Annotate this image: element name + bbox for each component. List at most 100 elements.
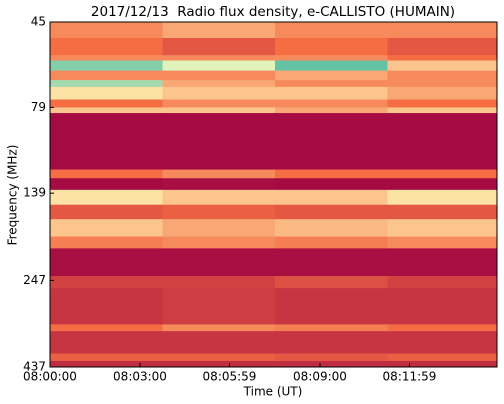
heatmap-cell: [275, 324, 388, 332]
heatmap-cell: [50, 86, 163, 100]
heatmap-cell: [50, 60, 163, 71]
heatmap-cell: [275, 113, 388, 170]
heatmap-cell: [275, 288, 388, 325]
heatmap-cell: [275, 178, 388, 191]
heatmap-cell: [162, 70, 276, 81]
y-tick-label: 247: [23, 273, 46, 287]
heatmap-cell: [387, 360, 498, 368]
heatmap-cell: [275, 360, 388, 368]
heatmap-cell: [50, 37, 163, 56]
x-tick-label: 08:09:00: [293, 370, 347, 384]
heatmap-cell: [387, 204, 498, 220]
x-axis-label: Time (UT): [243, 385, 303, 399]
heatmap-cell: [275, 248, 388, 277]
heatmap-cell: [50, 360, 163, 368]
heatmap-cell: [162, 189, 276, 206]
heatmap-cell: [275, 37, 388, 56]
heatmap-cell: [275, 219, 388, 237]
heatmap-cell: [50, 178, 163, 191]
y-tick-label: 79: [31, 100, 46, 114]
heatmap-cell: [275, 169, 388, 179]
heatmap-cell: [162, 80, 276, 88]
heatmap-cell: [50, 113, 163, 170]
heatmap-cell: [162, 55, 276, 61]
heatmap-cell: [275, 236, 388, 249]
plot-frame: [49, 21, 498, 368]
heatmap-cell: [50, 204, 163, 220]
heatmap-cell: [275, 99, 388, 108]
heatmap-cell: [387, 248, 498, 277]
heatmap-cell: [275, 276, 388, 289]
y-tick-label: 437: [23, 360, 46, 374]
heatmap-cell: [50, 169, 163, 179]
heatmap-cell: [50, 99, 163, 108]
y-tick-label: 139: [23, 186, 46, 200]
heatmap-cell: [50, 248, 163, 277]
heatmap-cell: [50, 331, 163, 354]
heatmap-cell: [162, 22, 276, 39]
heatmap-cell: [50, 70, 163, 81]
heatmap-cell: [50, 55, 163, 61]
heatmap-cell: [50, 276, 163, 289]
y-axis-label: Frequency (MHz): [6, 145, 20, 246]
heatmap-cell: [50, 353, 163, 362]
heatmap-cell: [387, 80, 498, 88]
heatmap-cell: [162, 331, 276, 354]
heatmap-cell: [275, 331, 388, 354]
heatmap-cell: [275, 204, 388, 220]
heatmap-cell: [162, 204, 276, 220]
heatmap-cell: [275, 70, 388, 81]
heatmap-cell: [387, 113, 498, 170]
chart-title: 2017/12/13 Radio flux density, e-CALLIST…: [91, 4, 455, 20]
heatmap-cell: [162, 353, 276, 362]
heatmap-cell: [162, 219, 276, 237]
heatmap-cell: [387, 37, 498, 56]
heatmap-cell: [275, 86, 388, 100]
heatmap-cell: [162, 60, 276, 71]
heatmap-cell: [387, 55, 498, 61]
heatmap-cell: [162, 37, 276, 56]
heatmap-cell: [275, 55, 388, 61]
heatmap-cell: [275, 60, 388, 71]
heatmap-cell: [162, 248, 276, 277]
heatmap-cell: [387, 22, 498, 39]
heatmap-cell: [50, 107, 163, 114]
heatmap-cell: [50, 80, 163, 88]
heatmap-cell: [162, 288, 276, 325]
x-tick-label: 08:03:00: [113, 370, 167, 384]
heatmap-cell: [50, 22, 163, 39]
y-tick-label: 45: [31, 15, 46, 29]
heatmap-cell: [275, 107, 388, 114]
heatmap-cell: [162, 86, 276, 100]
heatmap-cell: [387, 60, 498, 71]
heatmap-cell: [387, 189, 498, 206]
heatmap-cell: [50, 189, 163, 206]
heatmap-cell: [387, 99, 498, 108]
heatmap-cell: [387, 86, 498, 100]
heatmap-cell: [387, 353, 498, 362]
heatmap-cell: [275, 353, 388, 362]
heatmap-cell: [387, 236, 498, 249]
heatmap-cell: [162, 178, 276, 191]
heatmap-cell: [162, 276, 276, 289]
heatmap-cell: [50, 236, 163, 249]
heatmap-cell: [387, 276, 498, 289]
heatmap-cell: [50, 324, 163, 332]
heatmap-cell: [387, 219, 498, 237]
heatmap-cell: [387, 331, 498, 354]
heatmap-cell: [162, 324, 276, 332]
heatmap-cell: [275, 22, 388, 39]
heatmap-cell: [162, 113, 276, 170]
heatmap-cell: [50, 219, 163, 237]
heatmap-cell: [162, 107, 276, 114]
heatmap-cell: [50, 288, 163, 325]
x-tick-label: 08:11:59: [383, 370, 437, 384]
heatmap-cell: [387, 70, 498, 81]
heatmap-cell: [387, 169, 498, 179]
heatmap-cell: [387, 324, 498, 332]
heatmap-cell: [387, 178, 498, 191]
heatmap-cell: [162, 360, 276, 368]
heatmap-cell: [275, 80, 388, 88]
x-tick-label: 08:05:59: [203, 370, 257, 384]
